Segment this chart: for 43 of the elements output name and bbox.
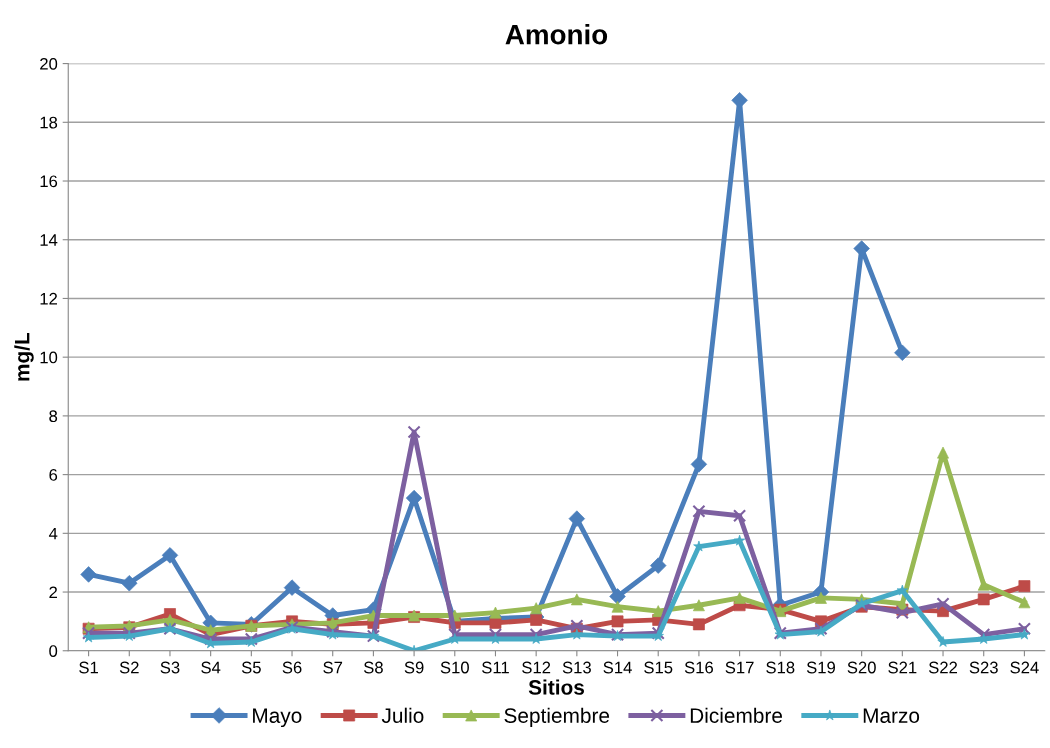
y-tick-label: 14 — [40, 234, 58, 246]
x-tick-label: S4 — [201, 661, 221, 674]
x-tick-label: S3 — [160, 661, 180, 674]
x-tick-label: S22 — [928, 661, 958, 674]
x-tick-label: S23 — [969, 661, 998, 674]
x-tick-label: S11 — [482, 661, 509, 674]
y-tick-label: 18 — [40, 116, 58, 129]
x-tick-label: S14 — [603, 661, 632, 674]
x-tick-label: S9 — [404, 661, 424, 674]
x-tick-label: S7 — [323, 661, 343, 674]
legend-label: Mayo — [253, 708, 302, 728]
chart-title: Amonio — [505, 24, 608, 45]
y-tick-label: 8 — [49, 410, 58, 423]
x-tick-label: S16 — [684, 661, 713, 674]
x-tick-label: S24 — [1010, 661, 1039, 674]
x-tick-label: S17 — [725, 661, 754, 674]
y-tick-label: 4 — [48, 527, 58, 540]
y-tick-label: 12 — [40, 292, 57, 305]
y-tick-label: 16 — [40, 175, 58, 188]
x-tick-label: S21 — [888, 661, 917, 674]
x-tick-label: S8 — [363, 661, 383, 674]
x-tick-label: S18 — [766, 661, 795, 674]
x-tick-label: S19 — [806, 661, 836, 674]
legend-label: Marzo — [863, 708, 920, 723]
x-tick-label: S13 — [562, 661, 591, 674]
legend-label: Julio — [381, 707, 424, 723]
y-tick-label: 2 — [49, 586, 57, 599]
legend-label: Diciembre — [690, 707, 783, 723]
legend-label: Septiembre — [504, 707, 610, 728]
x-tick-label: S12 — [522, 661, 551, 674]
x-tick-label: S2 — [119, 661, 139, 674]
y-tick-label: 10 — [40, 351, 58, 364]
x-tick-label: S1 — [79, 661, 98, 674]
x-tick-label: S10 — [440, 661, 469, 674]
x-tick-label: S6 — [282, 661, 302, 674]
y-tick-label: 0 — [49, 645, 58, 657]
y-tick-label: 20 — [40, 57, 58, 70]
y-tick-label: 6 — [49, 469, 58, 481]
x-tick-label: S20 — [847, 661, 876, 674]
x-tick-label: S15 — [644, 661, 673, 674]
x-axis-title: Sitios — [528, 679, 585, 695]
y-axis-title: mg/L — [14, 332, 34, 381]
x-tick-label: S5 — [241, 661, 261, 674]
